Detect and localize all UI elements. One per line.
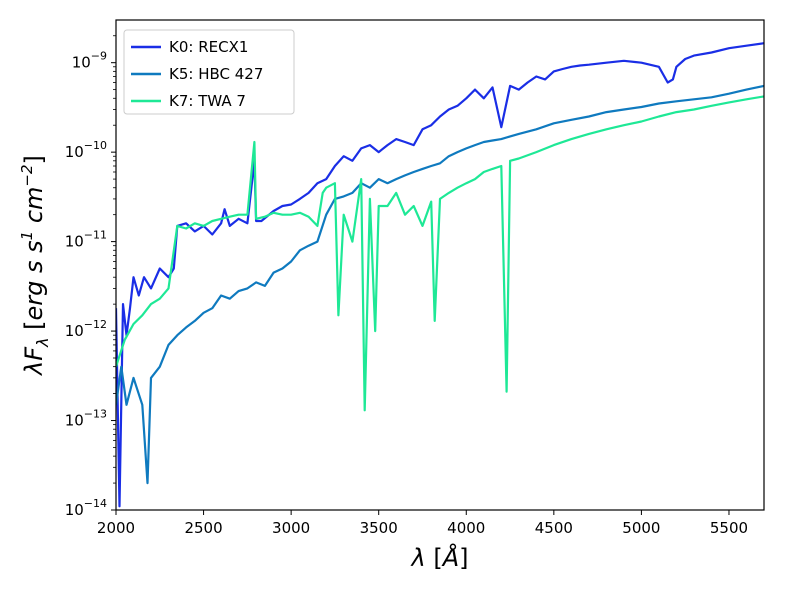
y-tick-label: 10−9 [72, 50, 107, 72]
legend-label: K7: TWA 7 [169, 92, 246, 110]
legend: K0: RECX1 K5: HBC 427 K7: TWA 7 [123, 29, 295, 115]
x-tick-label: 4000 [447, 519, 485, 537]
series-line-2 [116, 84, 764, 485]
y-tick-label: 10−10 [65, 139, 107, 161]
legend-box [123, 29, 295, 115]
y-axis-ticks: 10−14 10−13 10−12 10−11 10−10 10−9 [65, 35, 116, 519]
x-axis-ticks: 2000 2500 3000 3500 4000 4500 5000 5500 [97, 510, 748, 537]
x-tick-label: 5000 [622, 519, 660, 537]
x-tick-label: 3000 [272, 519, 310, 537]
series-line-3 [116, 95, 764, 412]
legend-label: K0: RECX1 [169, 38, 248, 56]
x-tick-label: 2500 [184, 519, 222, 537]
x-tick-label: 3500 [360, 519, 398, 537]
series-line-1 [116, 42, 764, 508]
y-tick-label: 10−12 [65, 318, 107, 340]
x-tick-label: 4500 [535, 519, 573, 537]
x-tick-label: 5500 [710, 519, 748, 537]
y-axis-title: λFλ [erg s s1 cm−2] [18, 155, 52, 377]
y-tick-label: 10−13 [65, 408, 107, 430]
legend-label: K5: HBC 427 [169, 65, 263, 83]
y-tick-label: 10−11 [65, 229, 107, 251]
x-tick-label: 2000 [97, 519, 135, 537]
x-axis-title: λ [Å] [410, 543, 469, 572]
y-tick-label: 10−14 [65, 497, 107, 519]
plot-frame [115, 19, 765, 511]
series-lines [116, 42, 764, 508]
